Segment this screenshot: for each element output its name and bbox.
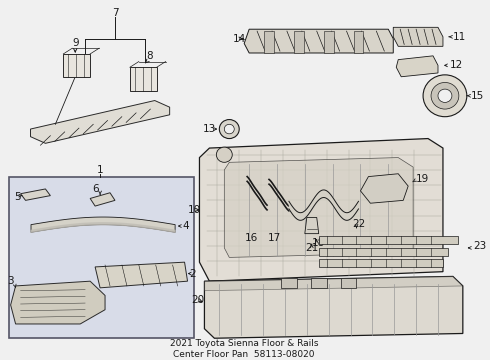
Polygon shape bbox=[318, 248, 448, 256]
Text: 4: 4 bbox=[183, 221, 189, 231]
Text: 15: 15 bbox=[471, 91, 484, 101]
Polygon shape bbox=[63, 54, 90, 77]
Text: 18: 18 bbox=[312, 238, 325, 248]
Text: 1: 1 bbox=[97, 165, 103, 175]
Polygon shape bbox=[244, 29, 393, 53]
Text: 17: 17 bbox=[268, 233, 281, 243]
Text: 5: 5 bbox=[14, 192, 21, 202]
Text: 14: 14 bbox=[233, 34, 246, 44]
Text: 21: 21 bbox=[305, 243, 318, 253]
Polygon shape bbox=[341, 278, 357, 288]
Circle shape bbox=[220, 120, 239, 139]
Text: 22: 22 bbox=[352, 219, 365, 229]
Text: 11: 11 bbox=[453, 32, 466, 42]
Polygon shape bbox=[264, 31, 274, 53]
Polygon shape bbox=[224, 158, 413, 257]
Circle shape bbox=[438, 89, 452, 103]
Circle shape bbox=[423, 75, 467, 117]
Polygon shape bbox=[311, 278, 327, 288]
Text: 10: 10 bbox=[188, 205, 201, 215]
Circle shape bbox=[224, 124, 234, 134]
Text: 3: 3 bbox=[7, 276, 14, 286]
Text: 16: 16 bbox=[245, 233, 258, 243]
Polygon shape bbox=[294, 31, 304, 53]
Text: 8: 8 bbox=[147, 51, 153, 61]
Text: 23: 23 bbox=[473, 241, 486, 251]
Polygon shape bbox=[90, 193, 115, 206]
Polygon shape bbox=[204, 276, 463, 291]
Circle shape bbox=[431, 82, 459, 109]
Text: 2021 Toyota Sienna Floor & Rails
Center Floor Pan  58113-08020: 2021 Toyota Sienna Floor & Rails Center … bbox=[170, 339, 318, 359]
Polygon shape bbox=[21, 189, 50, 201]
Polygon shape bbox=[204, 276, 463, 338]
Circle shape bbox=[217, 147, 232, 162]
Polygon shape bbox=[318, 237, 458, 244]
Polygon shape bbox=[95, 262, 188, 288]
Polygon shape bbox=[353, 31, 364, 53]
Text: 9: 9 bbox=[72, 39, 78, 49]
Polygon shape bbox=[396, 56, 438, 77]
Polygon shape bbox=[361, 174, 408, 203]
Text: 20: 20 bbox=[191, 295, 204, 305]
Text: 19: 19 bbox=[416, 175, 429, 184]
Polygon shape bbox=[318, 259, 443, 267]
Text: 12: 12 bbox=[450, 60, 463, 70]
Polygon shape bbox=[393, 27, 443, 46]
Text: 2: 2 bbox=[190, 269, 196, 279]
Text: 13: 13 bbox=[203, 124, 216, 134]
Polygon shape bbox=[130, 67, 157, 91]
FancyBboxPatch shape bbox=[9, 177, 195, 338]
Polygon shape bbox=[199, 139, 443, 281]
Text: 6: 6 bbox=[92, 184, 98, 194]
Polygon shape bbox=[281, 278, 297, 288]
Polygon shape bbox=[11, 281, 105, 324]
Polygon shape bbox=[30, 100, 170, 143]
Polygon shape bbox=[305, 217, 318, 234]
Polygon shape bbox=[324, 31, 334, 53]
Text: 7: 7 bbox=[112, 8, 118, 18]
